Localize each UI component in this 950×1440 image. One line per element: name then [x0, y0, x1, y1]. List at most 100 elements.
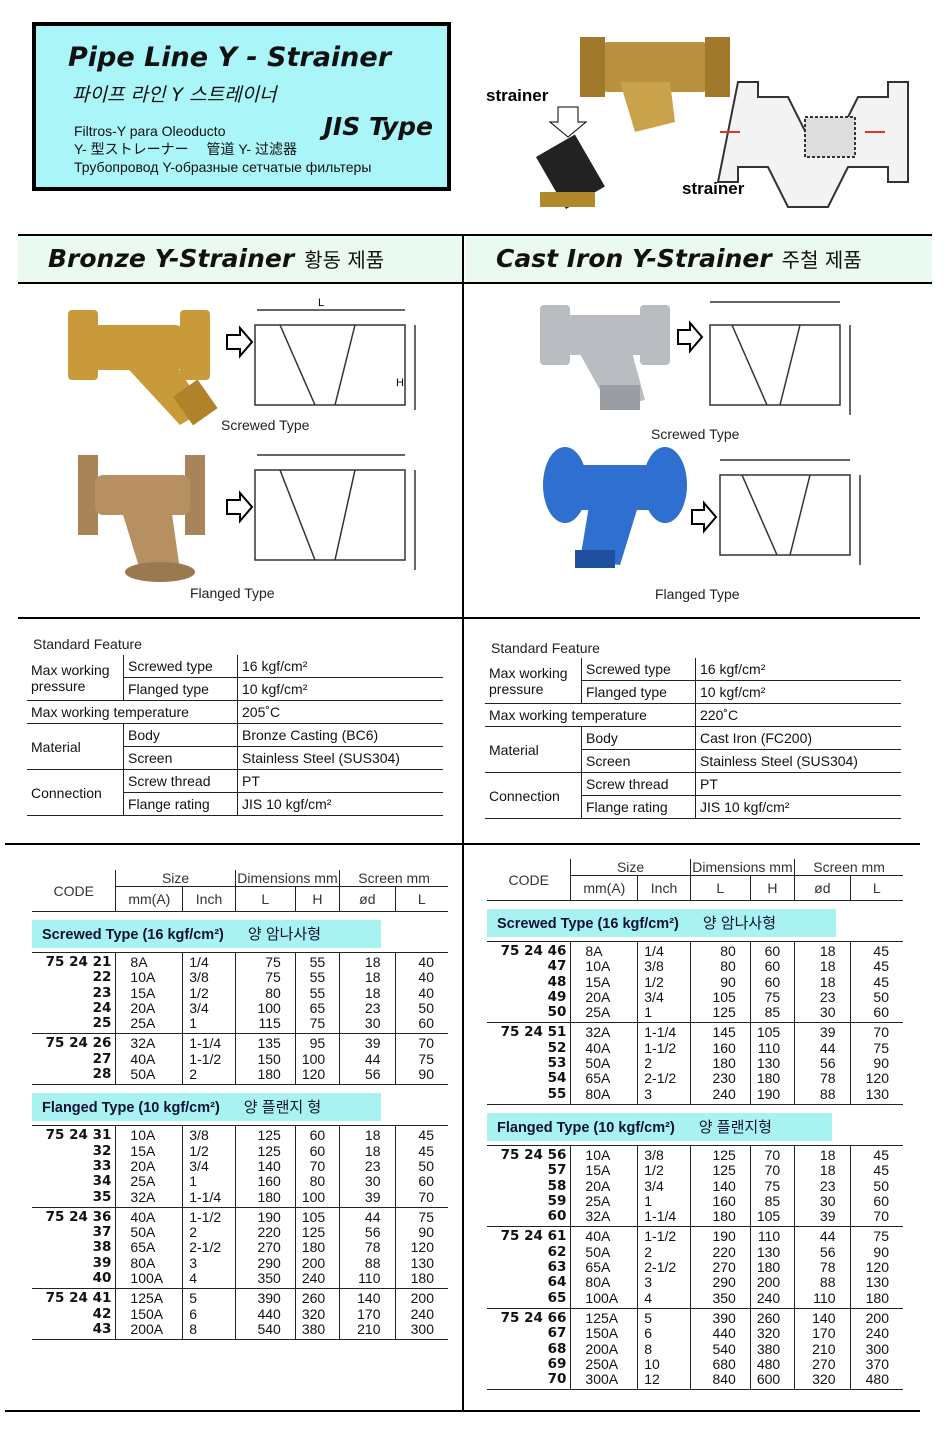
length-l: 80	[265, 984, 281, 1001]
screen-length: 60	[873, 1192, 889, 1209]
product-code: 75 24 51	[500, 1024, 567, 1041]
column-divider	[462, 234, 464, 1412]
screen-length: 75	[418, 1050, 434, 1067]
size-mm: 300A	[585, 1371, 619, 1388]
size-inch: 1-1/2	[189, 1208, 222, 1225]
code-group-column: 260 320 380 480 600	[750, 1308, 796, 1391]
length-l: 125	[712, 1146, 736, 1163]
feature-row: Screen Stainless Steel (SUS304)	[485, 749, 901, 773]
size-inch: 12	[644, 1371, 660, 1388]
arrow-right-icon	[226, 490, 254, 524]
page-title: Pipe Line Y - Strainer	[68, 42, 392, 73]
screen-length: 130	[865, 1274, 889, 1291]
product-code: 24	[92, 999, 112, 1016]
height-h: 180	[756, 1070, 781, 1087]
code-group-column: 390 440 540 680 840	[690, 1308, 751, 1391]
screen-diameter: 44	[819, 1039, 836, 1056]
feature-value: 10 kgf/cm²	[695, 680, 901, 704]
height-h: 600	[756, 1371, 781, 1388]
size-inch: 2-1/2	[644, 1070, 677, 1087]
section-title-korean: 양 플랜지 형	[229, 1093, 382, 1122]
size-inch: 4	[644, 1289, 653, 1306]
height-h: 70	[309, 1157, 326, 1174]
code-group-column: 75 90 120 130 180	[850, 1226, 903, 1309]
code-group-column: 140 170 210 270 320	[794, 1308, 851, 1391]
product-code: 65	[547, 1289, 567, 1306]
feature-sub-label: Screen	[581, 749, 696, 773]
page-title-korean: 파이프 라인 Y 스트레이너	[72, 84, 277, 106]
screen-length: 50	[873, 1177, 889, 1194]
length-l: 190	[712, 1228, 736, 1245]
height-h: 95	[309, 1035, 326, 1052]
column-header-mm: mm(A)	[115, 886, 184, 912]
size-mm: 32A	[130, 1035, 156, 1052]
product-code: 25	[92, 1015, 112, 1032]
size-mm: 65A	[585, 1070, 611, 1087]
screen-diameter: 56	[819, 1243, 836, 1260]
code-group-column: 3/8 1/2 3/4 1 1-1/4	[182, 1125, 236, 1208]
divider	[18, 282, 932, 284]
code-group-column: 1/4 3/8 1/2 3/4 1	[182, 952, 236, 1035]
bronze-heading-korean: 황동 제품	[304, 248, 385, 272]
height-h: 110	[757, 1039, 781, 1056]
title-japanese-chinese: Y- 型ストレーナー 管道 Y- 过滤器	[74, 141, 297, 157]
screen-diameter: 140	[357, 1290, 381, 1307]
height-h: 60	[764, 958, 781, 975]
column-header-inch: Inch	[637, 875, 691, 901]
product-code: 27	[92, 1050, 112, 1067]
height-h: 105	[301, 1208, 326, 1225]
column-header-mm: mm(A)	[570, 875, 639, 901]
screen-length: 240	[410, 1305, 434, 1322]
feature-label: Connection	[485, 772, 582, 819]
code-group-column: 18 18 18 23 30	[794, 941, 851, 1024]
section-title: Flanged Type (10 kgf/cm²)	[32, 1093, 230, 1122]
column-header-dimensions: Dimensions mm	[235, 870, 341, 887]
feature-sub-label: Body	[123, 723, 238, 747]
bronze-screwed-caption: Screwed Type	[221, 417, 310, 433]
screen-length: 50	[418, 1157, 434, 1174]
height-h: 260	[301, 1290, 326, 1307]
code-group: 75 24 26 27 28 32A 40A 50A 1-1/4 1-1/2 2 135 150 18…	[32, 1033, 448, 1086]
code-group-column: 18 18 18 23 30	[339, 952, 396, 1035]
arrow-down-icon	[548, 106, 588, 138]
feature-sub-label: Flange rating	[581, 795, 696, 819]
section-title: Screwed Type (16 kgf/cm²)	[32, 920, 234, 948]
screen-length: 180	[865, 1289, 889, 1306]
cast-iron-screwed-strainer-image	[540, 305, 670, 410]
length-l: 125	[712, 1004, 736, 1021]
size-mm: 15A	[585, 1162, 611, 1179]
size-inch: 1/4	[644, 943, 664, 959]
size-mm: 50A	[585, 1243, 611, 1260]
divider	[18, 234, 932, 236]
size-mm: 50A	[130, 1224, 156, 1241]
size-mm: 15A	[585, 973, 611, 990]
bronze-screwed-strainer-image	[68, 310, 218, 426]
size-mm: 40A	[585, 1228, 611, 1245]
height-h: 320	[301, 1305, 326, 1322]
feature-label: Max working pressure	[485, 658, 582, 704]
title-box: Pipe Line Y - Strainer 파이프 라인 Y 스트레이너 Fi…	[32, 22, 451, 191]
screen-diameter: 18	[364, 1142, 381, 1159]
product-code: 63	[547, 1259, 567, 1276]
code-group-column: 125 125 140 160 180	[690, 1145, 751, 1228]
height-h: 105	[756, 1024, 781, 1041]
size-mm: 15A	[130, 984, 156, 1001]
size-inch: 3/8	[189, 969, 209, 986]
screen-length: 40	[418, 954, 434, 970]
size-mm: 65A	[130, 1239, 156, 1256]
product-code: 23	[92, 984, 112, 1001]
bronze-dimension-drawings	[254, 309, 416, 570]
size-inch: 10	[644, 1355, 660, 1372]
length-l: 150	[257, 1050, 281, 1067]
code-group-column: 44 56 78 88 110	[794, 1226, 851, 1309]
screen-diameter: 30	[819, 1004, 836, 1021]
screen-length: 370	[865, 1355, 889, 1372]
size-inch: 1-1/4	[189, 1188, 222, 1205]
code-group-column: 125A 150A 200A	[115, 1288, 184, 1341]
column-header-code: CODE	[32, 870, 117, 912]
code-group-column: 32A 40A 50A 65A 80A	[570, 1022, 639, 1105]
code-group-column: 1-1/4 1-1/2 2 2-1/2 3	[637, 1022, 691, 1105]
code-group-column: 75 24 21 22 23 24 25	[32, 952, 117, 1035]
code-group-column: 190 220 270 290 350	[235, 1207, 296, 1290]
